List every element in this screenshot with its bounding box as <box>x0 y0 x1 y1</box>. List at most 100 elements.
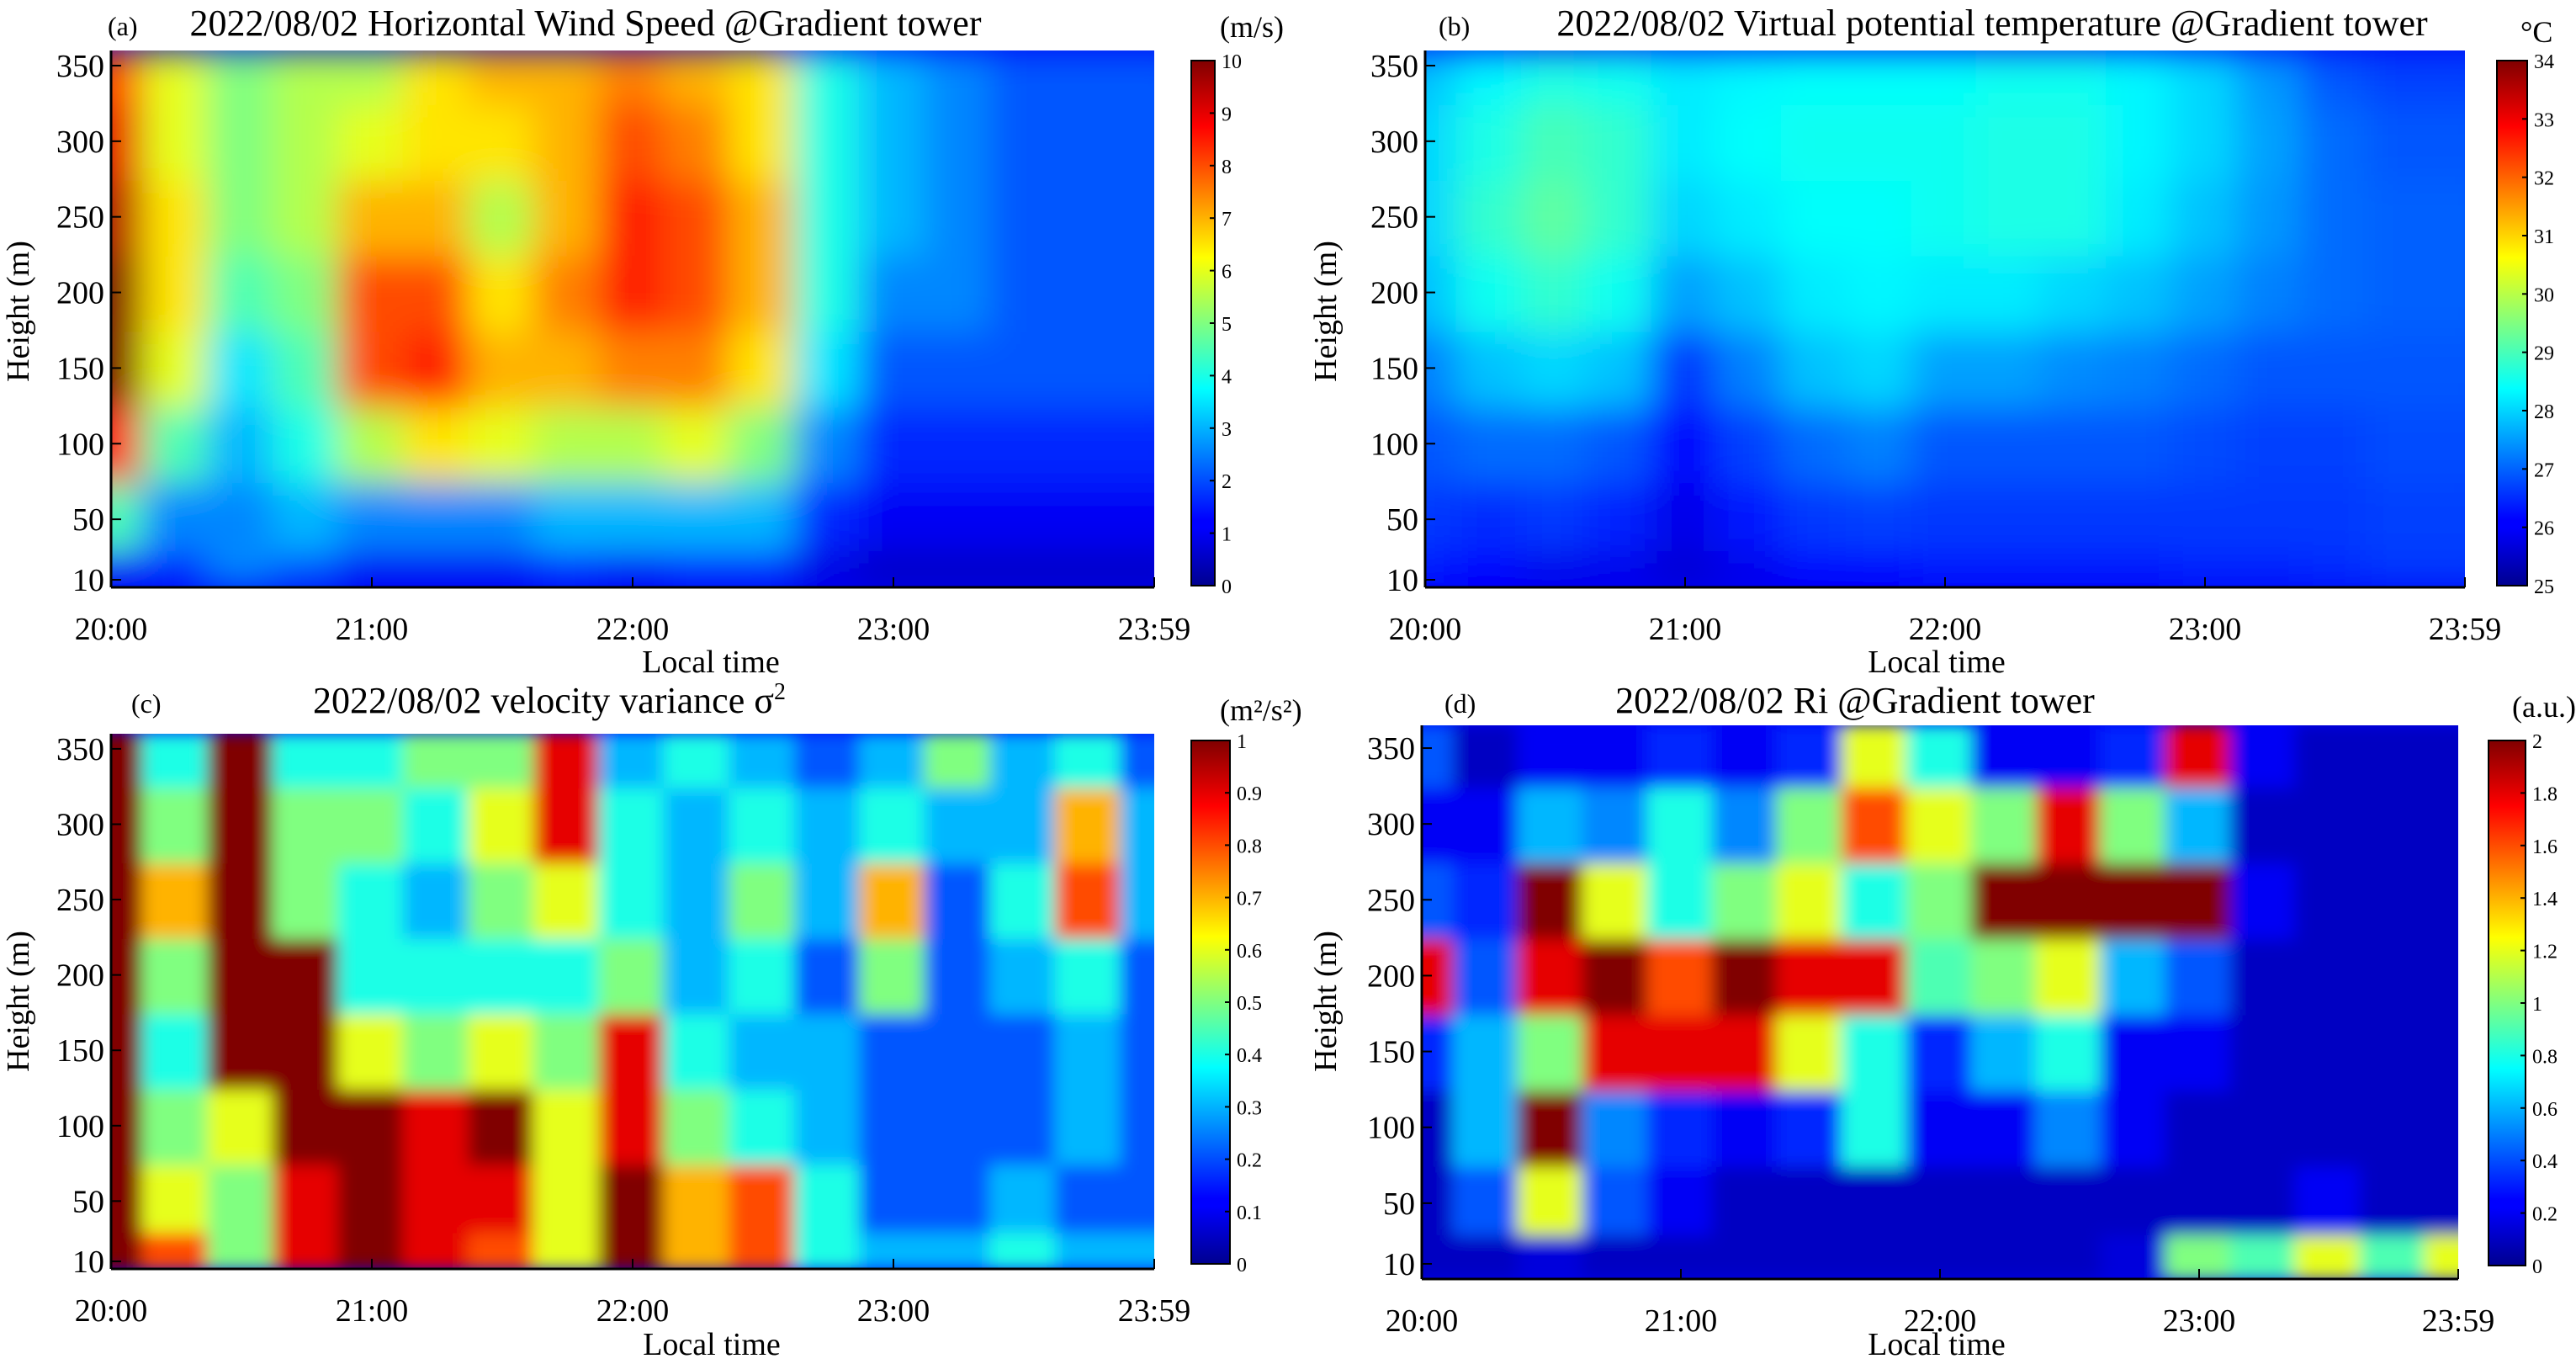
heatmap-cell <box>1422 1231 1456 1279</box>
y-tick-label: 350 <box>1367 731 1415 767</box>
heatmap-cell <box>468 328 537 408</box>
heatmap-cell <box>533 328 602 408</box>
colorbar-tick-label: 29 <box>2534 343 2554 365</box>
heatmap-cell <box>2035 1163 2104 1235</box>
heatmap-cell <box>468 1229 537 1269</box>
heatmap-cell <box>924 177 994 257</box>
heatmap-cell <box>859 1161 928 1234</box>
heatmap-cell <box>2300 177 2370 257</box>
y-tick-label: 250 <box>56 200 104 236</box>
heatmap-cell <box>1054 50 1124 105</box>
heatmap-cell <box>1455 480 1524 552</box>
heatmap-cell <box>2366 101 2435 181</box>
heatmap-cell <box>1841 1011 1910 1091</box>
heatmap-cell <box>1120 860 1154 939</box>
heatmap-cell <box>2300 328 2370 408</box>
heatmap-cell <box>598 177 667 257</box>
heatmap-cell <box>2424 1011 2458 1091</box>
heatmap-cell <box>989 860 1058 939</box>
heatmap-cell <box>989 1229 1058 1269</box>
heatmap-cell <box>141 50 211 105</box>
heatmap-cell <box>207 328 276 408</box>
heatmap-cell <box>272 935 342 1015</box>
heatmap-cell <box>2100 936 2169 1016</box>
heatmap-cell <box>533 784 602 864</box>
heatmap-cell <box>2235 177 2304 257</box>
heatmap-cell <box>402 548 472 587</box>
heatmap-cell <box>793 935 863 1015</box>
heatmap-cell <box>1776 1231 1845 1279</box>
heatmap-cell <box>1970 860 2039 940</box>
heatmap-cell <box>533 1161 602 1234</box>
heatmap-cell <box>859 480 928 552</box>
heatmap-cell <box>207 1011 276 1091</box>
heatmap-cell <box>1120 1086 1154 1165</box>
y-tick-label: 100 <box>1367 1111 1415 1146</box>
y-tick-label: 350 <box>1370 49 1418 84</box>
y-tick-label: 150 <box>56 1033 104 1069</box>
heatmap-cell <box>2424 784 2458 864</box>
heatmap-cell <box>2235 50 2304 105</box>
heatmap-cell <box>924 480 994 552</box>
heatmap-cell <box>729 548 798 587</box>
heatmap-cell <box>111 548 146 587</box>
heatmap-cell <box>1780 177 1850 257</box>
heatmap-cell <box>402 1161 472 1234</box>
heatmap-cell <box>989 784 1058 864</box>
heatmap-cell <box>533 252 602 332</box>
heatmap-cell <box>1841 1087 1910 1167</box>
heatmap-cell <box>402 1011 472 1091</box>
heatmap-cell <box>1452 1087 1521 1167</box>
heatmap-cell <box>1651 404 1720 484</box>
heatmap-cell <box>141 860 211 939</box>
heatmap-cell <box>402 252 472 332</box>
heatmap-cell <box>2235 548 2304 587</box>
heatmap-cell <box>989 328 1058 408</box>
heatmap-cell <box>1455 50 1524 105</box>
heatmap-cell <box>2294 784 2363 864</box>
heatmap-cell <box>1425 548 1460 587</box>
heatmap-cell <box>1975 480 2044 552</box>
heatmap-cell <box>2165 936 2234 1016</box>
heatmap-cell <box>924 734 994 788</box>
heatmap-cell <box>1520 548 1590 587</box>
heatmap-cell <box>468 1086 537 1165</box>
heatmap-cell <box>2106 548 2175 587</box>
x-tick-label: 22:00 <box>1909 612 1982 647</box>
heatmap-cell <box>1911 404 1980 484</box>
heatmap-cell <box>859 252 928 332</box>
y-tick-label: 250 <box>1367 883 1415 918</box>
heatmap-cell <box>729 50 798 105</box>
heatmap-cell <box>111 734 146 788</box>
heatmap-cell <box>1452 725 1521 788</box>
heatmap-cell <box>859 1011 928 1091</box>
heatmap-cell <box>793 548 863 587</box>
heatmap-field <box>111 50 1154 587</box>
heatmap-cell <box>924 1229 994 1269</box>
heatmap-cell <box>729 1229 798 1269</box>
heatmap-cell <box>859 101 928 181</box>
x-tick-label: 23:00 <box>857 612 930 647</box>
heatmap-cell <box>1975 328 2044 408</box>
heatmap-cell <box>1846 404 1915 484</box>
x-tick-label: 22:00 <box>596 1293 670 1329</box>
heatmap-cell <box>2424 725 2458 788</box>
heatmap-cell <box>1970 784 2039 864</box>
heatmap-cell <box>337 252 406 332</box>
heatmap-cell <box>1975 548 2044 587</box>
y-tick-label: 200 <box>1367 958 1415 994</box>
colorbar-tick-label: 26 <box>2534 518 2554 540</box>
heatmap-cell <box>2035 1231 2104 1279</box>
y-tick-label: 150 <box>56 351 104 386</box>
heatmap-cell <box>663 1086 733 1165</box>
heatmap-cell <box>2235 252 2304 332</box>
heatmap-cell <box>1054 480 1124 552</box>
heatmap-cell <box>1841 936 1910 1016</box>
heatmap-cell <box>1455 101 1524 181</box>
heatmap-cell <box>1586 252 1655 332</box>
heatmap-cell <box>1776 1011 1845 1091</box>
heatmap-cell <box>2040 101 2110 181</box>
heatmap-cell <box>1586 101 1655 181</box>
